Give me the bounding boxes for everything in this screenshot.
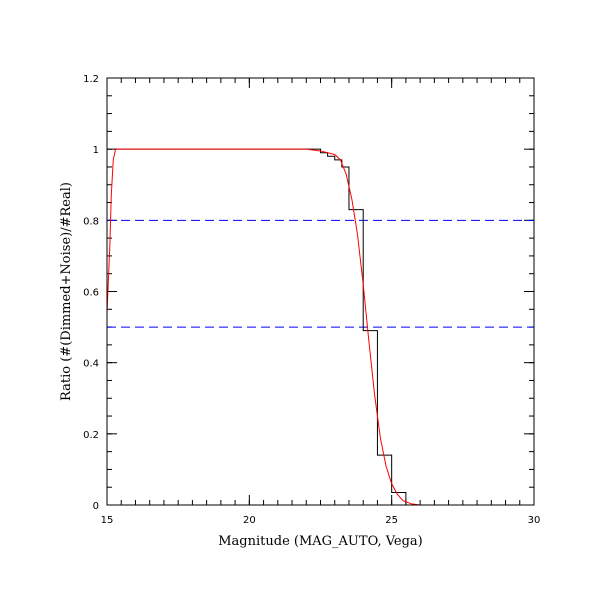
y-tick-label: 0.4 <box>83 359 99 370</box>
x-tick-labels: 15 20 25 30 <box>101 515 541 526</box>
series-group <box>106 148 534 506</box>
y-tick-label: 0.2 <box>83 430 99 441</box>
x-tick-label: 30 <box>528 515 541 526</box>
y-tick-label: 1.2 <box>83 74 99 85</box>
major-ticks <box>106 77 535 506</box>
y-tick-label: 0 <box>93 501 99 512</box>
fit-curve-series <box>106 148 534 506</box>
y-axis-label: Ratio (#(Dimmed+Noise)/#Real) <box>59 182 74 401</box>
minor-ticks <box>106 77 535 506</box>
plot-frame <box>106 77 535 506</box>
x-tick-label: 15 <box>101 515 114 526</box>
y-tick-label: 1 <box>93 145 99 156</box>
histogram-step-series <box>114 148 534 506</box>
x-axis-label: Magnitude (MAG_AUTO, Vega) <box>218 534 423 549</box>
reference-lines <box>107 219 534 328</box>
y-tick-labels: 0 0.2 0.4 0.6 0.8 1 1.2 <box>83 74 99 512</box>
x-tick-label: 20 <box>243 515 256 526</box>
y-tick-label: 0.6 <box>83 288 99 299</box>
x-tick-label: 25 <box>385 515 398 526</box>
y-tick-label: 0.8 <box>83 216 99 227</box>
